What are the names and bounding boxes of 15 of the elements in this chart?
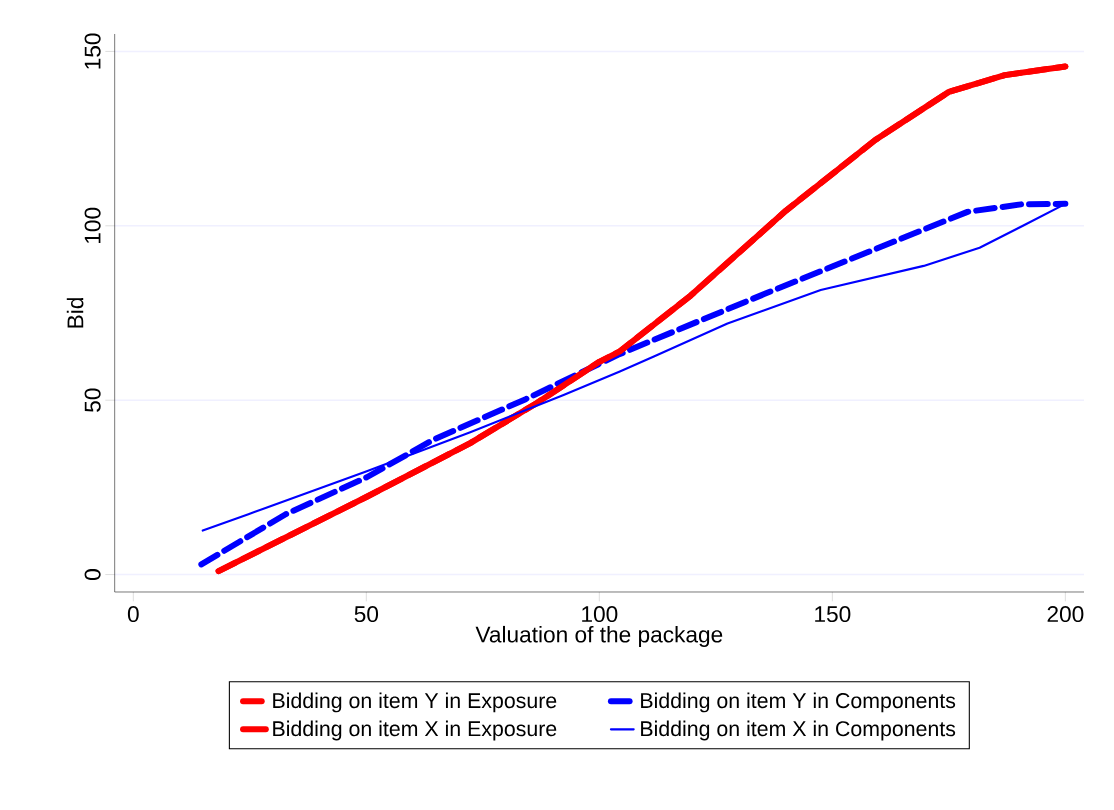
legend-label: Bidding on item X in Exposure (273, 720, 557, 741)
y-axis-title: Bid (66, 298, 84, 328)
x-tick-label: 200 (1047, 606, 1084, 623)
x-axis-title: Valuation of the package (475, 625, 723, 648)
y-tick-label: 0 (84, 569, 101, 580)
y-tick-label: 150 (84, 33, 101, 69)
y-tick-label: 100 (84, 207, 101, 243)
legend-label: Bidding on item X in Components (641, 720, 956, 741)
y-tick-label: 50 (84, 388, 101, 412)
x-tick-label: 100 (582, 606, 618, 623)
x-tick-label: 150 (815, 606, 851, 623)
x-tick-label: 50 (354, 606, 379, 623)
legend-label: Bidding on item Y in Components (641, 692, 956, 713)
legend-label: Bidding on item Y in Exposure (273, 692, 557, 713)
x-tick-label: 0 (127, 606, 139, 623)
